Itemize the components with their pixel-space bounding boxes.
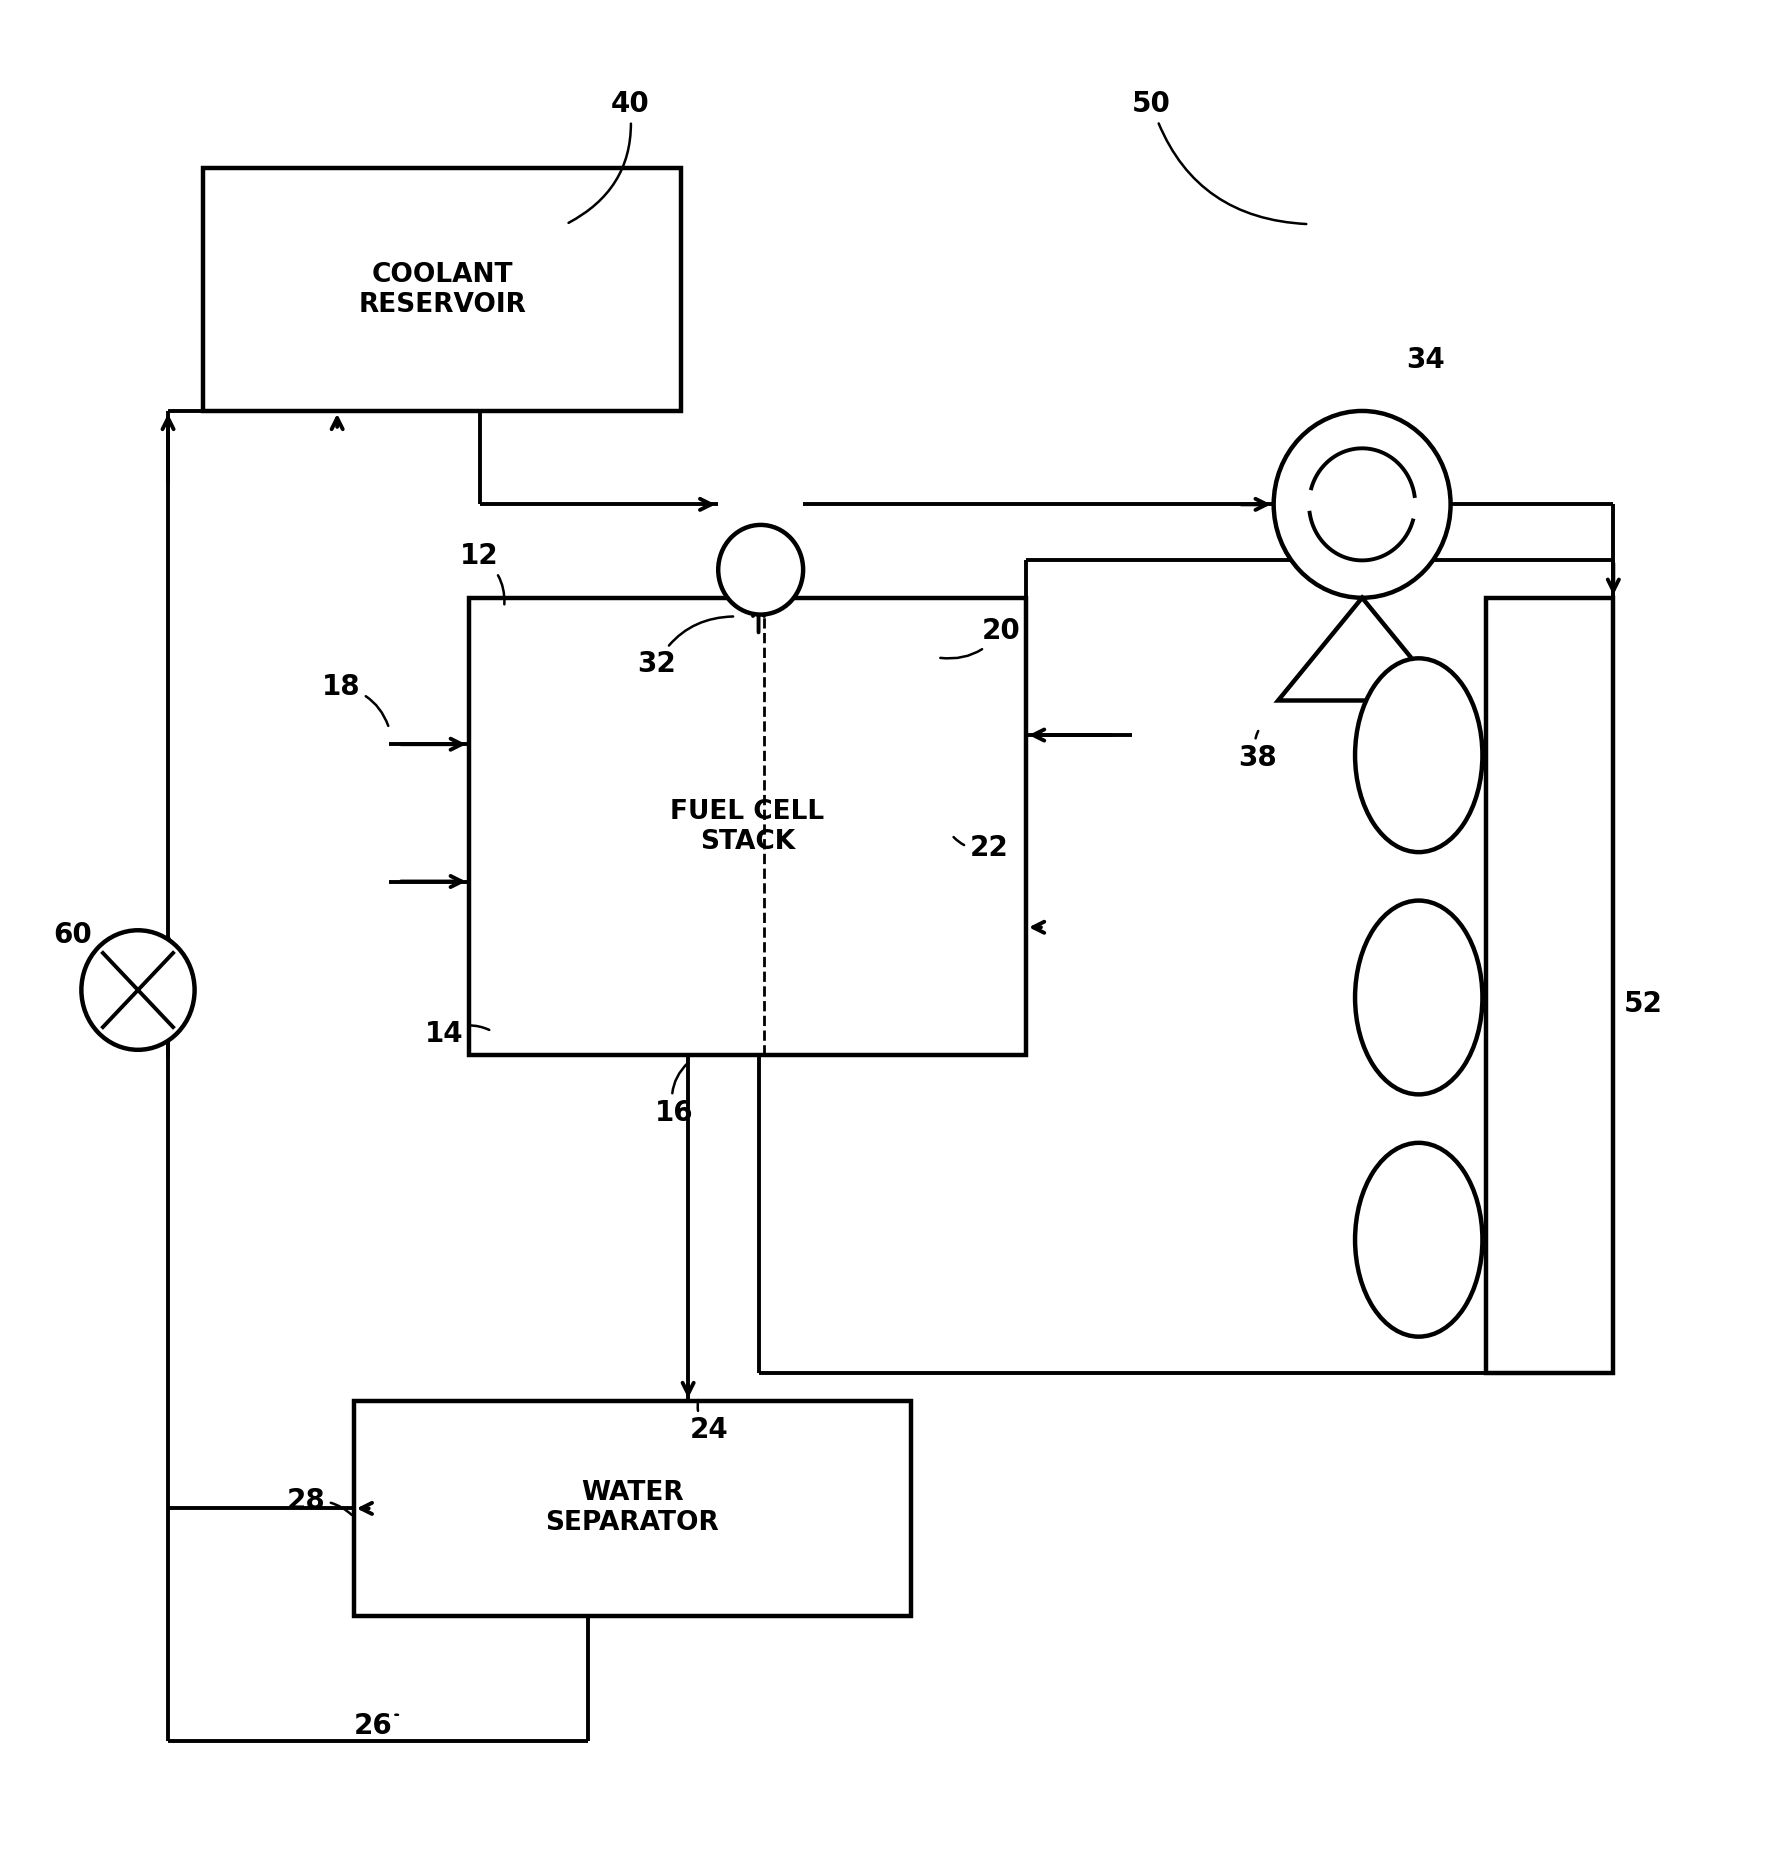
Text: 14: 14 (425, 1020, 490, 1048)
Bar (1486, 598, 1613, 1373)
Circle shape (81, 930, 195, 1050)
Text: 34: 34 (1406, 346, 1445, 374)
Text: 28: 28 (287, 1487, 352, 1515)
Text: 32: 32 (637, 616, 732, 678)
Circle shape (1274, 411, 1451, 598)
Bar (203, 168, 681, 411)
Bar (469, 598, 1026, 1055)
Ellipse shape (1355, 658, 1482, 852)
Polygon shape (1277, 598, 1447, 700)
Circle shape (718, 525, 803, 615)
Text: 60: 60 (53, 921, 92, 949)
Ellipse shape (1355, 900, 1482, 1095)
Text: 24: 24 (690, 1399, 729, 1444)
Bar (354, 1401, 911, 1616)
Text: COOLANT
RESERVOIR: COOLANT RESERVOIR (359, 262, 525, 318)
Ellipse shape (1355, 1143, 1482, 1337)
Text: 18: 18 (322, 672, 387, 727)
Text: 22: 22 (953, 833, 1008, 861)
Text: FUEL CELL
STACK: FUEL CELL STACK (670, 800, 824, 854)
Text: 20: 20 (941, 616, 1021, 658)
Text: 40: 40 (568, 90, 649, 222)
Text: WATER
SEPARATOR: WATER SEPARATOR (545, 1481, 720, 1535)
Text: 38: 38 (1238, 730, 1277, 771)
Text: 26: 26 (354, 1711, 398, 1739)
Text: 52: 52 (1624, 990, 1663, 1018)
Text: 50: 50 (1132, 90, 1306, 224)
Text: 16: 16 (655, 1063, 693, 1126)
Text: 12: 12 (460, 542, 504, 605)
